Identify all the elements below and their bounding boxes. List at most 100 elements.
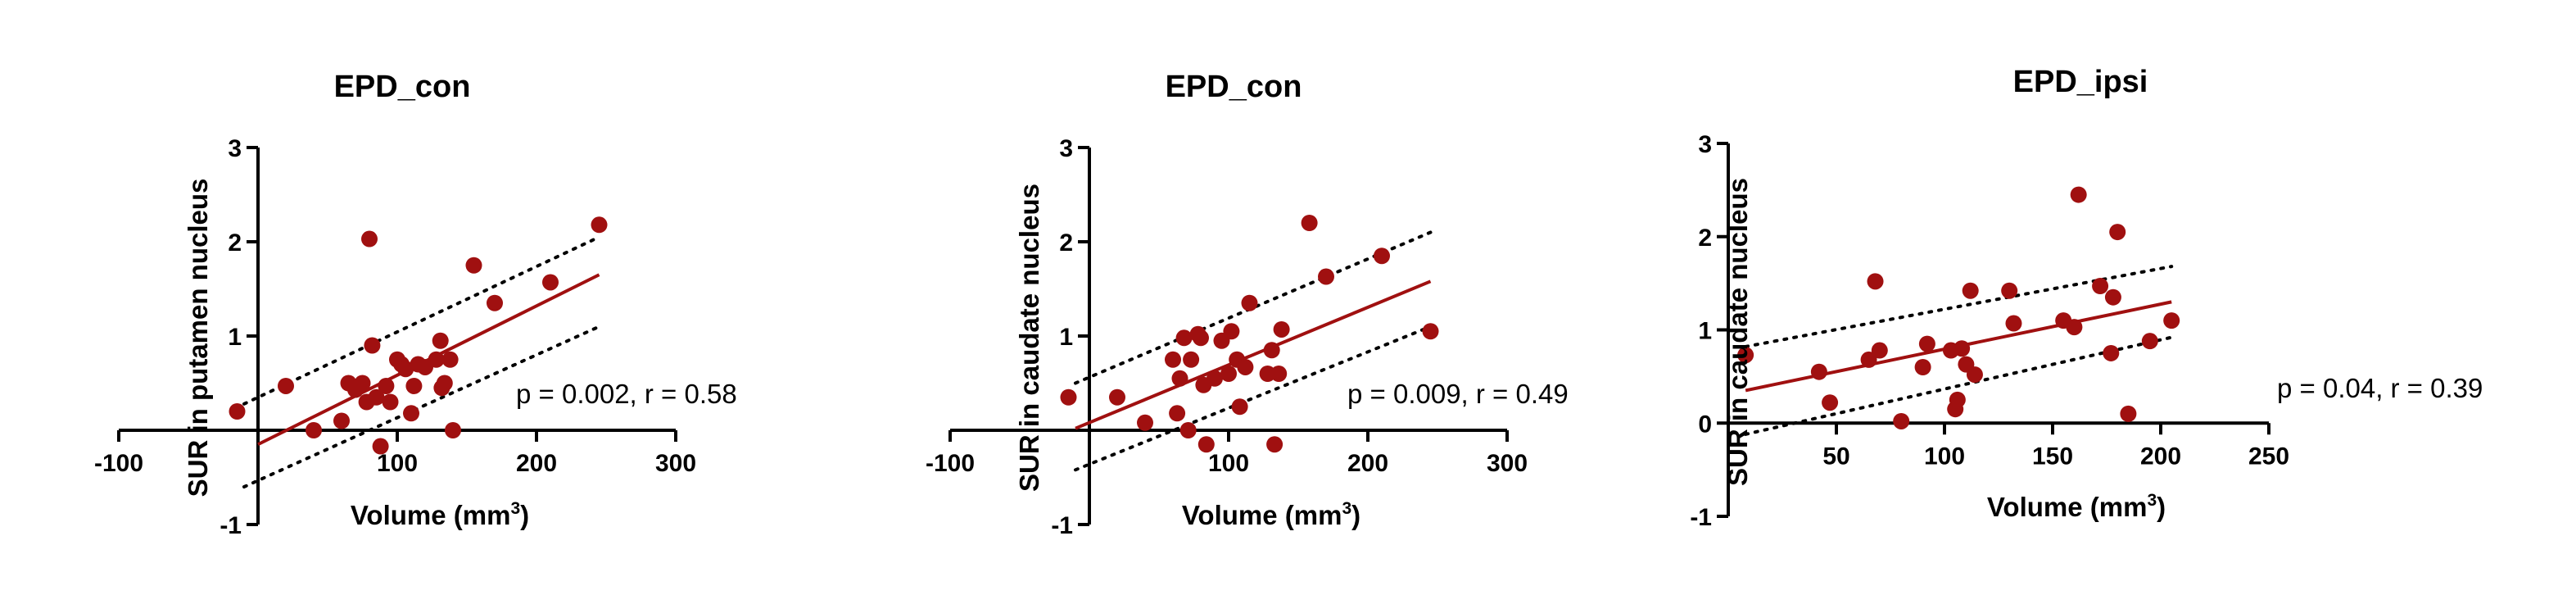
x-axis-label-text: Volume (mm [1987,492,2148,522]
ci-lower-line [242,325,601,488]
x-tick-label: 200 [2140,443,2181,470]
data-point [1949,391,1966,408]
y-tick-label: 0 [1698,411,1712,438]
y-tick-label: 1 [228,324,242,351]
y-tick-label: -1 [1690,504,1712,531]
y-axis-label: SUR in caudate nucleus [1014,184,1044,492]
chart-panel-1: EPD_con -1 1 2 3 -100 100 200 300 SUR in putame… [94,70,737,539]
x-axis-label-close: ) [520,500,529,530]
data-point [1871,342,1888,359]
x-tick-label: 50 [1822,443,1849,470]
plot-area: -1 1 2 3 -100 100 200 300 [94,135,696,539]
data-point [1165,351,1181,368]
data-point [591,216,608,234]
chart-panel-2: EPD_con -1 1 2 3 -100 100 200 300 SUR in caudat… [926,70,1569,539]
x-tick-label: 100 [1924,443,1965,470]
x-tick-label: -100 [926,450,975,477]
data-point [1183,351,1200,368]
data-point [405,377,423,394]
data-point [1914,359,1931,375]
data-point [1169,405,1186,422]
x-axis-label-superscript: 3 [2147,491,2157,510]
data-point [1060,388,1077,406]
data-point [1867,273,1884,290]
data-point [1270,366,1288,382]
data-point [487,294,503,311]
data-point [333,412,350,429]
plot-area: -1 1 2 3 -100 100 200 300 [926,135,1528,539]
ci-upper-line [1744,265,2174,348]
data-point [372,438,389,455]
data-point [278,377,294,394]
data-point [1962,282,1979,299]
data-point [2163,312,2180,329]
chart-panel-3: EPD_ipsi -1 0 1 2 3 50 100 150 200 250 SUR in cau… [1690,65,2483,531]
data-point [1822,394,1839,411]
data-point [1893,412,1910,429]
data-point [1175,329,1193,347]
y-tick-label: 3 [1059,135,1073,162]
data-point [1137,414,1153,431]
data-point [1301,215,1318,231]
data-point [1171,370,1188,387]
ci-lower-line [1744,335,2174,436]
y-tick-label: -1 [1051,512,1073,539]
data-point [2104,288,2121,306]
data-point [378,377,395,394]
data-point [445,422,461,438]
regression-line [1075,279,1432,430]
y-tick-label: 2 [228,229,242,257]
chart-title: EPD_con [334,70,471,104]
data-point [1207,370,1223,387]
stat-annotation: p = 0.009, r = 0.49 [1347,379,1569,409]
data-point [1318,268,1334,285]
stat-annotation: p = 0.002, r = 0.58 [516,379,737,409]
data-point [1263,342,1280,359]
data-point [1810,363,1827,380]
x-axis-label: Volume (mm3) [1182,499,1360,530]
data-point [1193,329,1209,347]
x-axis-label-superscript: 3 [1342,499,1351,518]
y-tick-label: 3 [1698,131,1712,158]
y-tick-label: -1 [220,512,242,539]
data-point [382,393,399,411]
data-point [2103,344,2120,361]
data-point [1860,351,1877,368]
data-point [2005,315,2022,332]
data-point [306,422,322,438]
data-point [1918,335,1935,352]
data-point [368,388,385,406]
data-point [1966,366,1983,384]
x-tick-label: 100 [1208,450,1249,477]
data-point [436,375,453,392]
y-tick-label: 3 [228,135,242,162]
data-point [441,351,459,368]
chart-title: EPD_con [1166,70,1302,104]
chart-title: EPD_ipsi [2013,65,2148,99]
data-point [1273,320,1290,338]
data-point [403,405,419,422]
data-point [1374,248,1390,265]
data-point [1237,358,1254,375]
data-point [364,337,381,354]
data-point [1231,398,1248,416]
ci-upper-line [242,235,601,406]
data-point [465,257,482,274]
data-point [397,361,414,378]
data-point [2001,282,2018,299]
data-point [2141,333,2158,350]
data-point [1241,294,1258,311]
data-point [1266,436,1283,453]
x-tick-label: 300 [655,450,696,477]
x-axis-label-close: ) [2157,492,2166,522]
data-point [229,403,246,420]
data-point [1109,388,1125,406]
x-tick-label: 150 [2032,443,2073,470]
y-tick-label: 2 [1059,229,1073,257]
data-point [2066,319,2083,336]
x-axis-label-text: Volume (mm [351,500,511,530]
x-axis-label: Volume (mm3) [1987,491,2166,522]
x-axis-label: Volume (mm3) [351,499,529,530]
data-point [1737,347,1754,364]
